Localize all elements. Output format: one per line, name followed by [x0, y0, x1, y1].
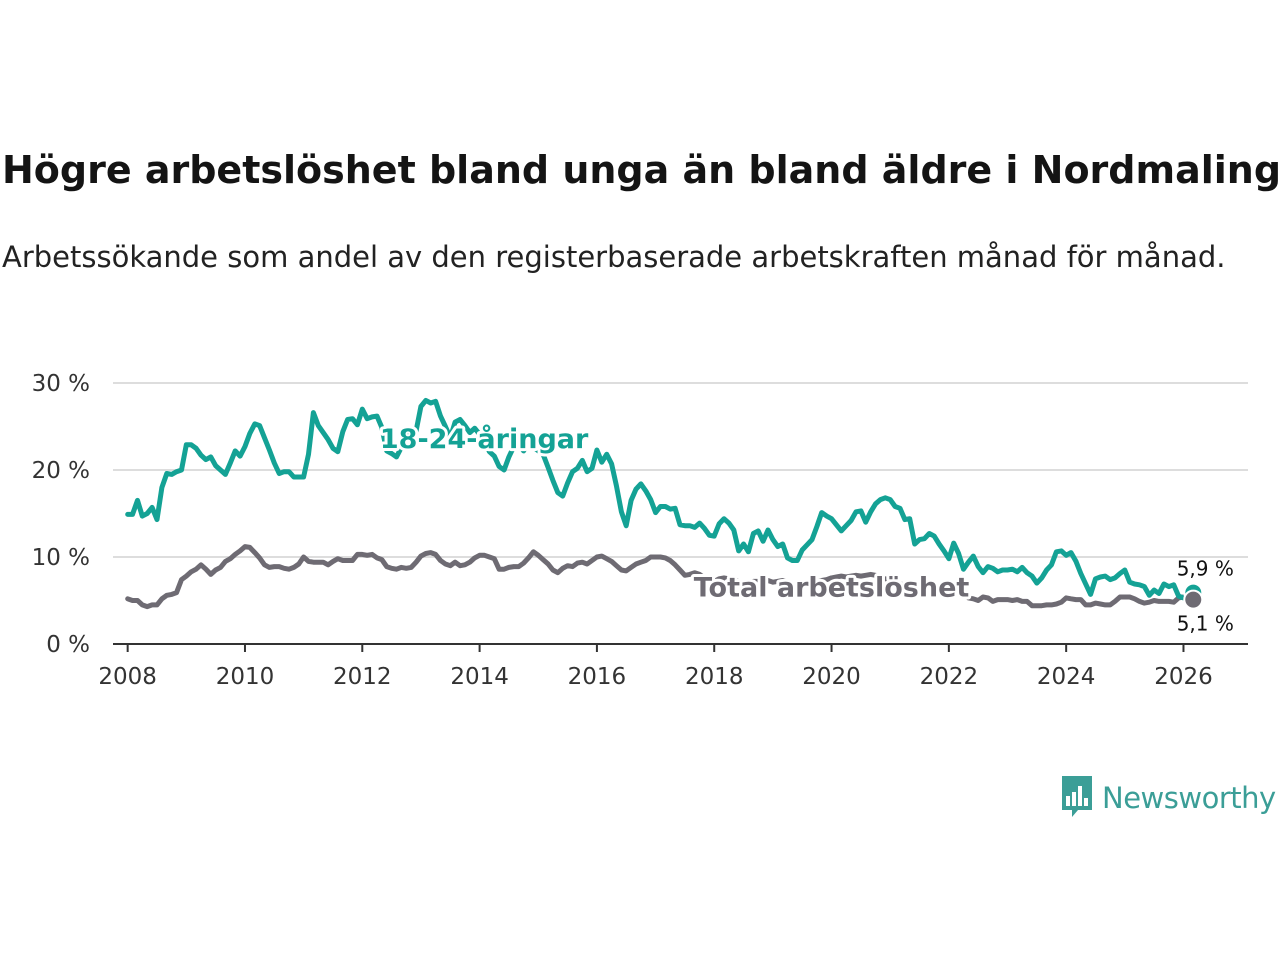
series-line-total — [125, 544, 1196, 610]
x-tick-label: 2024 — [1037, 664, 1096, 690]
series-label-youth: 18-24-åringar — [380, 423, 589, 455]
y-tick-label: 10 % — [32, 545, 90, 571]
newsworthy-logo: Newsworthy — [1060, 774, 1276, 822]
newsworthy-icon — [1060, 774, 1094, 822]
series-label-total: Total arbetslöshet — [694, 573, 970, 604]
x-axis: 2008 2010 2012 2014 2016 2018 2020 2022 2024 2026 — [98, 643, 1248, 690]
y-tick-label: 30 % — [32, 371, 90, 397]
end-markers: 5,9 % 5,1 % — [1177, 557, 1234, 636]
x-tick-label: 2008 — [98, 664, 157, 690]
x-tick-label: 2018 — [685, 664, 744, 690]
end-marker-total — [1183, 589, 1204, 610]
series-line-youth — [125, 397, 1196, 601]
x-tick-label: 2026 — [1154, 664, 1213, 690]
x-tick-label: 2014 — [450, 664, 509, 690]
brand-name: Newsworthy — [1102, 781, 1276, 815]
end-value-youth: 5,9 % — [1177, 557, 1234, 581]
series-lines — [125, 397, 1196, 610]
x-tick-label: 2022 — [920, 664, 979, 690]
y-axis-labels: 0 % 10 % 20 % 30 % — [32, 371, 90, 658]
series-labels: 18-24-åringar Total arbetslöshet — [377, 420, 973, 607]
y-tick-label: 20 % — [32, 458, 90, 484]
x-tick-label: 2020 — [802, 664, 861, 690]
end-value-total: 5,1 % — [1177, 612, 1234, 636]
chart-subtitle: Arbetssökande som andel av den registerb… — [2, 240, 1226, 274]
x-tick-label: 2010 — [216, 664, 275, 690]
chart-title: Högre arbetslöshet bland unga än bland ä… — [2, 148, 1280, 192]
x-tick-label: 2012 — [333, 664, 392, 690]
x-tick-label: 2016 — [568, 664, 627, 690]
y-tick-label: 0 % — [46, 632, 90, 658]
